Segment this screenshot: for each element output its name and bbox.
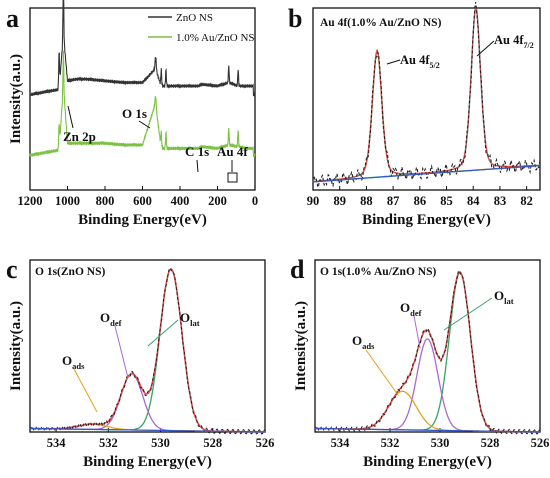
annotation-pointer	[67, 105, 74, 129]
y-axis-label-a: Intensity(a.u.)	[8, 54, 24, 144]
x-tick-label-c: 532	[99, 436, 118, 450]
fit-component-ads	[315, 390, 540, 433]
raw-data-line	[29, 267, 265, 435]
x-tick-label-b: 90	[307, 194, 320, 208]
x-tick-label-b: 86	[414, 194, 427, 208]
peak-pointer	[476, 40, 495, 57]
x-tick-label-c: 526	[256, 436, 275, 450]
annotation-box	[227, 172, 238, 183]
background-line	[314, 427, 541, 433]
panel-letter-d: d	[290, 255, 305, 284]
component-pointer-def	[114, 325, 129, 379]
annotation-zn2p: Zn 2p	[63, 129, 96, 144]
annotation-o1s: O 1s	[122, 106, 147, 121]
x-tick-label-b: 83	[494, 194, 507, 208]
y-axis-label-d: Intensity(a.u.)	[293, 301, 309, 391]
background-line	[29, 427, 266, 433]
spectrum-line-0	[29, 0, 256, 97]
panel-title-d: O 1s(1.0% Au/ZnO NS)	[320, 266, 436, 278]
raw-data-line	[312, 2, 541, 189]
x-tick-label-b: 84	[467, 194, 480, 208]
x-axis-label-c: Binding Energy(eV)	[83, 454, 212, 470]
x-tick-label-b: 87	[387, 194, 400, 208]
component-label-def: Odef	[100, 310, 122, 328]
annotation-au4f: Au 4f	[217, 144, 248, 159]
component-label-lat: Olat	[494, 288, 514, 306]
x-tick-label-d: 526	[531, 436, 550, 450]
spectrum-line-1	[29, 50, 256, 157]
plot-frame-d	[314, 259, 541, 433]
panel-title-c: O 1s(ZnO NS)	[35, 266, 105, 278]
fit-envelope	[30, 268, 265, 433]
annotation-pointer	[138, 120, 151, 129]
x-tick-label-b: 89	[333, 194, 346, 208]
legend-label-au: 1.0% Au/ZnO NS	[176, 32, 255, 44]
x-tick-label-b: 85	[440, 194, 453, 208]
panel-title-b: Au 4f(1.0% Au/ZnO NS)	[320, 17, 442, 29]
panel-letter-a: a	[6, 4, 19, 33]
x-tick-label-d: 532	[381, 436, 400, 450]
x-tick-label-b: 82	[520, 194, 533, 208]
x-tick-label-a: 600	[133, 194, 152, 208]
x-axis-label-a: Binding Energy(eV)	[78, 212, 207, 228]
component-pointer-ads	[365, 349, 399, 396]
x-tick-label-a: 1200	[18, 194, 43, 208]
component-pointer-lat	[147, 319, 179, 347]
component-label-def: Odef	[400, 300, 422, 318]
peak-label-au4f72: Au 4f7/2	[494, 33, 534, 50]
annotation-pointer	[196, 159, 199, 173]
legend-label-zno: ZnO NS	[176, 12, 213, 24]
x-tick-label-c: 530	[151, 436, 170, 450]
x-tick-label-c: 534	[47, 436, 67, 450]
panel-letter-c: c	[6, 255, 18, 284]
plot-frame-b	[312, 7, 541, 191]
x-axis-label-b: Binding Energy(eV)	[362, 212, 491, 228]
annotation-c1s: C 1s	[185, 144, 209, 159]
x-tick-label-a: 800	[96, 194, 115, 208]
x-tick-label-d: 534	[331, 436, 351, 450]
x-tick-label-a: 200	[208, 194, 227, 208]
fit-component-lat	[30, 268, 265, 433]
x-axis-label-d: Binding Energy(eV)	[363, 454, 492, 470]
x-tick-label-b: 88	[360, 194, 373, 208]
background-line	[312, 165, 541, 183]
x-tick-label-c: 528	[203, 436, 222, 450]
plot-frame-c	[29, 259, 266, 433]
panel-letter-b: b	[288, 4, 302, 33]
x-tick-label-d: 528	[481, 436, 500, 450]
x-tick-label-a: 400	[171, 194, 190, 208]
component-label-ads: Oads	[62, 353, 85, 371]
fit-component-def	[315, 338, 540, 433]
y-axis-label-c: Intensity(a.u.)	[8, 301, 24, 391]
x-tick-label-a: 0	[252, 194, 258, 208]
peak-label-au4f52: Au 4f5/2	[400, 53, 440, 70]
component-pointer-def	[413, 315, 421, 349]
component-pointer-ads	[73, 368, 98, 413]
fit-component-def	[30, 373, 265, 433]
x-tick-label-d: 530	[431, 436, 450, 450]
component-label-lat: Olat	[180, 310, 200, 328]
peak-pointer	[386, 59, 401, 65]
component-pointer-lat	[443, 297, 493, 331]
x-tick-label-a: 1000	[55, 194, 80, 208]
component-label-ads: Oads	[352, 333, 375, 351]
